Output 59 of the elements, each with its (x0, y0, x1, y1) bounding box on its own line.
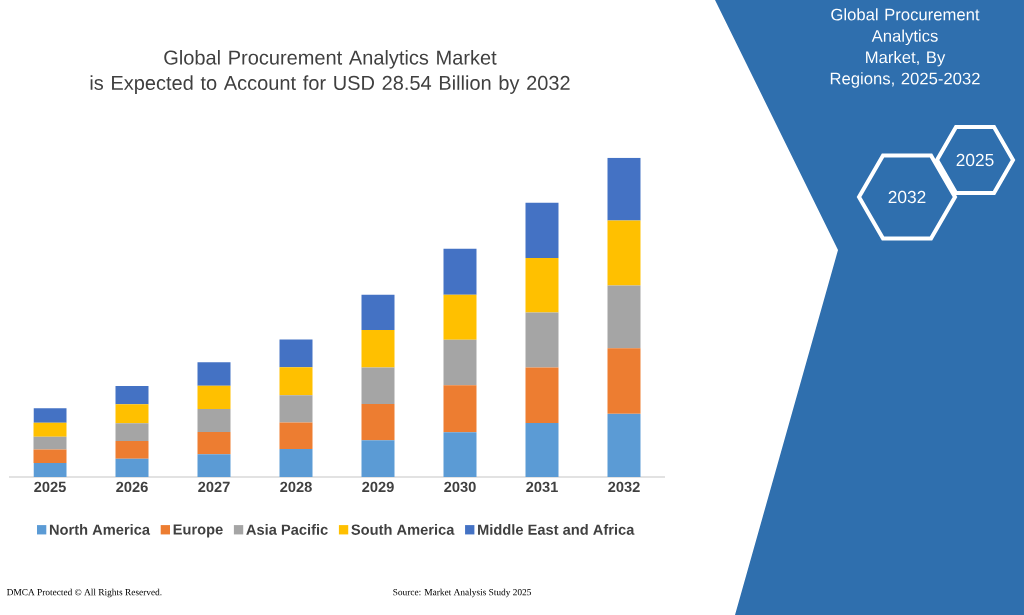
legend-label: Europe (173, 524, 223, 538)
bar (443, 248, 477, 295)
legend-label: South America (351, 524, 455, 535)
bar (443, 294, 477, 340)
bar (607, 348, 641, 414)
bar (197, 362, 231, 386)
text: 2032 (888, 190, 926, 204)
x-tick-label: 2030 (444, 481, 476, 493)
legend-label: Middle East and Africa (478, 524, 635, 535)
bar (607, 220, 641, 286)
bar (607, 157, 641, 221)
legend-label: Asia Pacific (246, 524, 328, 535)
bar (361, 330, 395, 368)
bar (115, 458, 149, 477)
bar (443, 432, 477, 477)
bar (197, 431, 231, 455)
chart-title: Global Procurement Analytics Market is Expected to Account for USD 28.54 Billion by 2032 (90, 50, 570, 94)
bar (33, 408, 67, 423)
bar (361, 403, 395, 441)
bar (525, 367, 559, 424)
bar (525, 312, 559, 368)
bar (525, 423, 559, 477)
bar (197, 385, 231, 409)
text: DMCA Protected © All Rights Reserved. (6, 588, 162, 598)
x-tick-label: 2026 (116, 481, 148, 493)
bar (115, 386, 149, 405)
bar (197, 408, 231, 432)
bar (33, 449, 67, 463)
text: Global Procurement Analytics Market, By Regions, 2025-2032 (830, 8, 980, 88)
bar (279, 339, 313, 368)
bar (361, 294, 395, 331)
text: 2025 (956, 153, 994, 167)
bar (33, 436, 67, 450)
source-note: Source: Market Analysis Study 2025 (393, 588, 532, 598)
bar (443, 385, 477, 433)
bar (361, 440, 395, 477)
bar (115, 404, 149, 424)
bar (279, 422, 313, 449)
x-tick-label: 2027 (198, 481, 230, 493)
bar (33, 462, 67, 477)
x-tick-label: 2031 (526, 481, 558, 493)
bar (197, 454, 231, 477)
bar (279, 367, 313, 396)
bar (525, 202, 559, 258)
x-tick-label: 2032 (608, 481, 640, 493)
bar (279, 448, 313, 477)
bar (525, 257, 559, 313)
x-tick-label: 2029 (362, 481, 394, 493)
x-tick-label: 2028 (280, 481, 312, 493)
bar (607, 413, 641, 477)
bar (361, 367, 395, 404)
bar (33, 422, 67, 437)
bar (279, 395, 313, 423)
bar (443, 339, 477, 386)
bar (115, 440, 149, 459)
legend-label: North America (49, 524, 151, 535)
bar (607, 285, 641, 349)
bar (115, 423, 149, 441)
x-tick-label: 2025 (34, 481, 66, 493)
